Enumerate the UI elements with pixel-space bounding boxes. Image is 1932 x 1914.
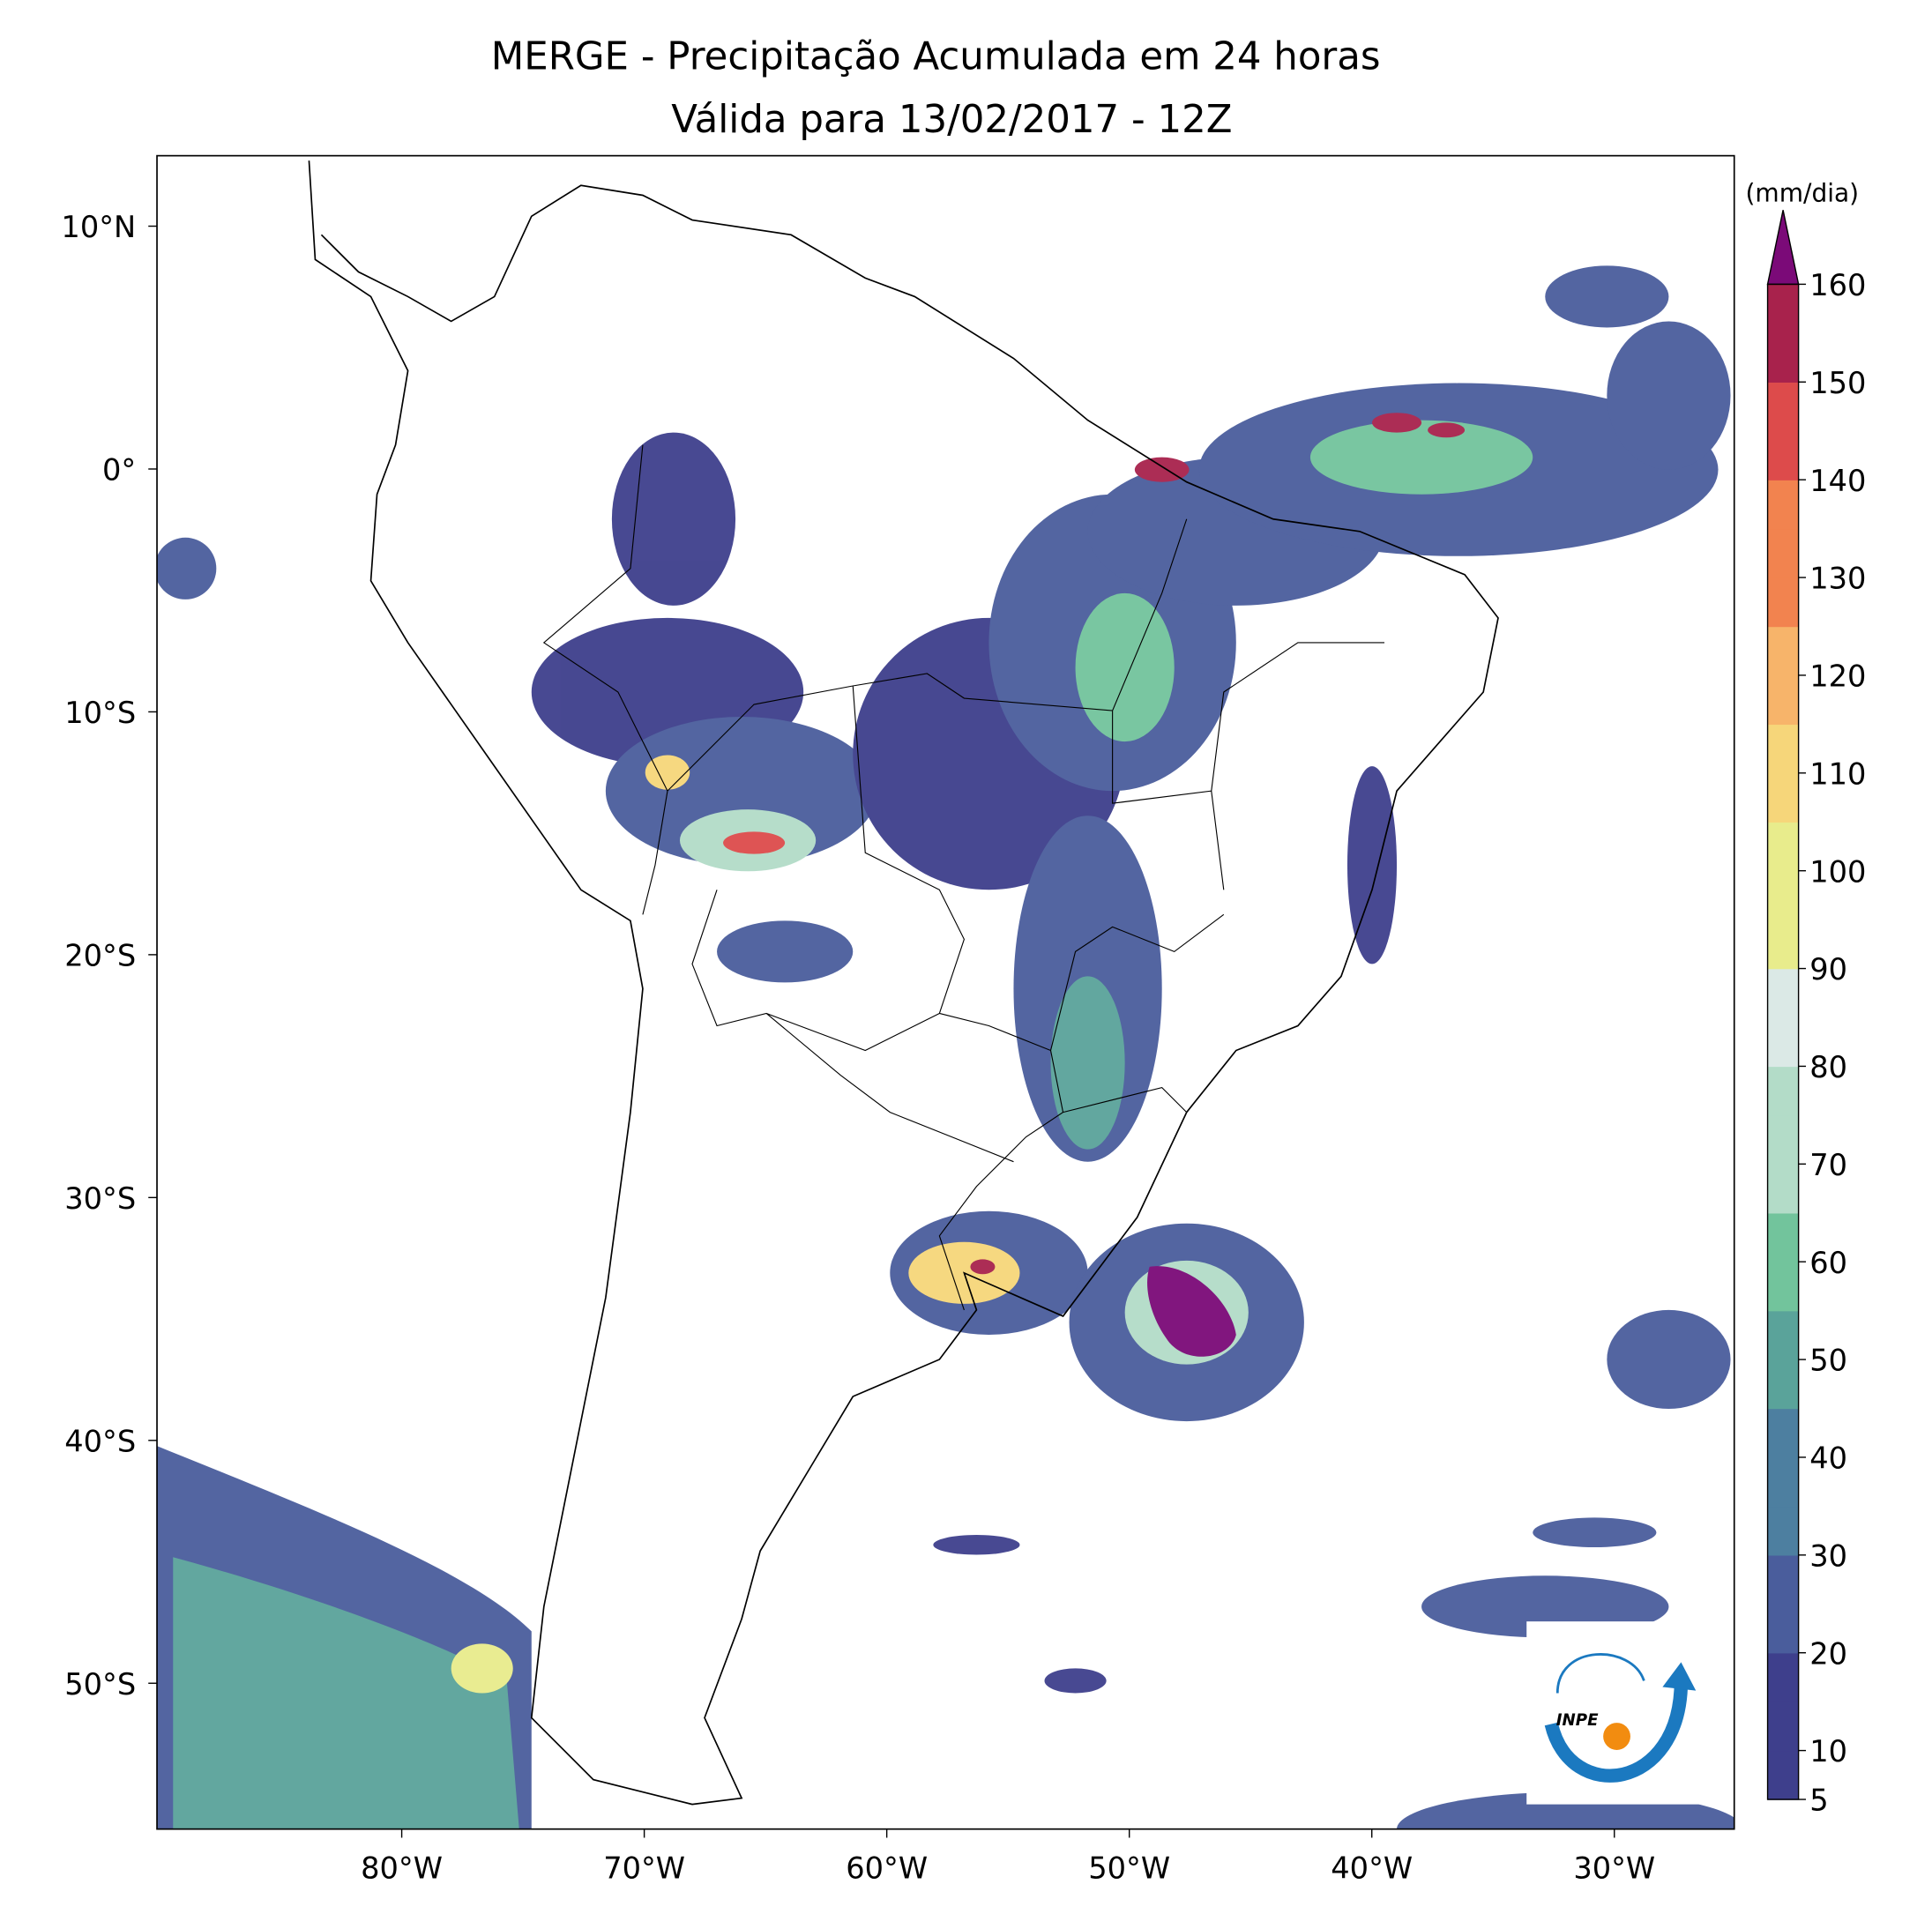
colorbar-band <box>1767 822 1799 872</box>
axis-labels: 80°W 70°W 60°W 50°W 40°W 30°W 10°N 0° 10°S 20°S 30… <box>61 210 1655 1886</box>
colorbar-band <box>1767 724 1799 774</box>
colorbar-band <box>1767 1750 1799 1800</box>
y-tick-label: 10°N <box>61 210 136 244</box>
colorbar-band <box>1767 284 1799 334</box>
y-tick-label: 0° <box>102 453 136 488</box>
colorbar-band <box>1767 1310 1799 1360</box>
y-tick-label: 20°S <box>64 939 136 973</box>
colorbar-band <box>1767 1554 1799 1605</box>
colorbar-tick-label: 110 <box>1809 756 1866 791</box>
colorbar-band <box>1767 332 1799 383</box>
colorbar-band <box>1767 577 1799 628</box>
colorbar: 5 10 20 30 40 50 60 70 80 90 100 110 120 130 140 150 160 <box>1766 210 1866 1818</box>
colorbar-band <box>1767 1164 1799 1214</box>
colorbar-band <box>1767 870 1799 920</box>
colorbar-tick-label: 80 <box>1809 1050 1847 1084</box>
colorbar-band <box>1767 480 1799 530</box>
colorbar-tick-label: 60 <box>1809 1246 1847 1280</box>
colorbar-band <box>1767 1114 1799 1166</box>
x-tick-label: 60°W <box>846 1851 928 1886</box>
colorbar-band <box>1767 1212 1799 1262</box>
colorbar-unit: (mm/dia) <box>1746 178 1860 207</box>
title: MERGE - Precipitação Acumulada em 24 hor… <box>491 35 1381 79</box>
colorbar-band <box>1767 772 1799 823</box>
colorbar-band <box>1767 1604 1799 1654</box>
colorbar-tick-label: 100 <box>1809 854 1866 889</box>
colorbar-band <box>1767 1456 1799 1508</box>
y-tick-label: 30°S <box>64 1181 136 1216</box>
colorbar-frame <box>1766 283 1800 1800</box>
colorbar-band <box>1767 1359 1799 1410</box>
x-tick-label: 40°W <box>1331 1851 1413 1886</box>
colorbar-tick-label: 30 <box>1809 1538 1847 1573</box>
colorbar-tick-label: 140 <box>1809 464 1866 498</box>
colorbar-band <box>1767 382 1799 432</box>
colorbar-tick-label: 160 <box>1809 268 1866 302</box>
colorbar-tick-label: 40 <box>1809 1441 1847 1476</box>
x-tick-label: 30°W <box>1573 1851 1655 1886</box>
colorbar-band <box>1767 1262 1799 1312</box>
map-area <box>157 155 1734 1829</box>
colorbar-tick-label: 50 <box>1809 1344 1847 1378</box>
colorbar-tick-label: 150 <box>1809 366 1866 400</box>
colorbar-band <box>1767 1702 1799 1752</box>
colorbar-band <box>1767 1066 1799 1116</box>
colorbar-band <box>1767 920 1799 970</box>
logo: INPE <box>1526 1621 1715 1805</box>
colorbar-band <box>1767 1506 1799 1556</box>
colorbar-band <box>1767 528 1799 578</box>
colorbar-tick-label: 20 <box>1809 1636 1847 1671</box>
coastline <box>308 160 1499 1806</box>
subtitle: Válida para 13/02/2017 - 12Z <box>671 98 1232 142</box>
y-tick-label: 10°S <box>64 696 136 730</box>
colorbar-extension <box>1766 210 1800 286</box>
colorbar-tick-label: 5 <box>1809 1784 1828 1818</box>
colorbar-tick-label: 120 <box>1809 659 1866 694</box>
x-tick-label: 70°W <box>603 1851 685 1886</box>
colorbar-band <box>1767 1017 1799 1068</box>
colorbar-band <box>1767 1408 1799 1458</box>
colorbar-tick-label: 130 <box>1809 562 1866 596</box>
y-tick-label: 50°S <box>64 1667 136 1702</box>
x-tick-label: 50°W <box>1088 1851 1170 1886</box>
logo-text: INPE <box>1556 1711 1599 1730</box>
y-tick-label: 40°S <box>64 1424 136 1458</box>
x-tick-label: 80°W <box>361 1851 443 1886</box>
colorbar-tick-label: 10 <box>1809 1734 1847 1769</box>
colorbar-band <box>1767 1652 1799 1702</box>
borders <box>542 444 1385 1311</box>
map-frame <box>156 154 1735 1830</box>
colorbar-tick-label: 70 <box>1809 1148 1847 1182</box>
precipitation-field <box>157 265 1734 1829</box>
colorbar-band <box>1767 626 1799 676</box>
colorbar-tick-label: 90 <box>1809 952 1847 987</box>
colorbar-band <box>1767 674 1799 726</box>
colorbar-band <box>1767 430 1799 480</box>
colorbar-band <box>1767 968 1799 1018</box>
